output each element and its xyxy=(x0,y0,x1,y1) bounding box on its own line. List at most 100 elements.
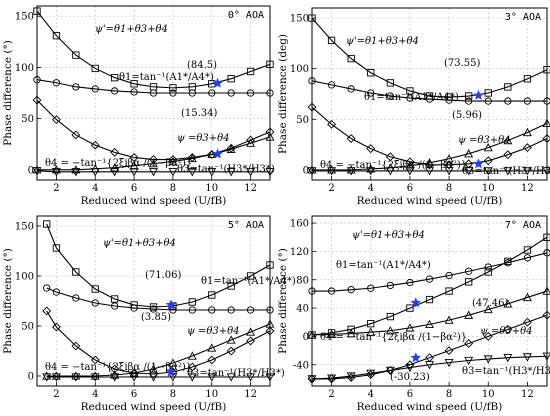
y-tick-label: 80 xyxy=(296,275,309,286)
y-tick-label: 50 xyxy=(21,114,34,125)
data-point-diamond xyxy=(483,331,493,341)
data-point-circle xyxy=(465,97,473,105)
series-diamond xyxy=(32,95,275,164)
data-point-circle xyxy=(111,87,119,95)
data-point-square xyxy=(484,89,492,97)
data-point-diamond xyxy=(110,364,120,374)
data-point-triangle-down xyxy=(464,356,474,366)
data-point-diamond xyxy=(265,326,275,336)
data-point-triangle-down xyxy=(265,168,275,177)
data-point-triangle-down xyxy=(71,168,81,177)
data-point-triangle-down xyxy=(327,374,337,383)
data-point-triangle-up xyxy=(346,165,356,174)
data-point-circle xyxy=(523,254,532,262)
data-point-triangle-up xyxy=(51,165,61,174)
data-point-triangle-up xyxy=(483,304,493,314)
data-point-diamond xyxy=(346,134,356,143)
series-line xyxy=(36,99,271,161)
data-point-square xyxy=(543,66,550,74)
data-point-triangle-down xyxy=(90,373,100,382)
series-circle xyxy=(308,249,550,295)
annotation-theta3: θ3=tan⁻¹(H3*/H3*) xyxy=(462,166,550,177)
data-point-triangle-up xyxy=(464,310,474,319)
data-point-circle xyxy=(188,306,196,314)
data-point-triangle-down xyxy=(307,375,317,384)
highlight-star-marker xyxy=(410,352,422,363)
annotation-psi: ψ =θ3+θ4 xyxy=(458,135,511,146)
data-point-circle xyxy=(327,81,336,89)
data-point-circle xyxy=(347,85,355,93)
data-point-triangle-down xyxy=(246,373,256,382)
data-point-circle xyxy=(111,302,119,310)
data-point-square xyxy=(111,295,119,303)
data-point-triangle-up xyxy=(327,165,337,174)
data-point-circle xyxy=(266,306,274,314)
data-point-circle xyxy=(445,271,453,280)
data-point-triangle-down xyxy=(226,168,236,177)
data-point-circle xyxy=(308,77,316,85)
x-tick-label: 12 xyxy=(244,389,257,400)
data-point-triangle-down xyxy=(385,167,395,176)
data-point-triangle-up xyxy=(187,153,197,163)
plot-frame xyxy=(311,215,548,387)
data-point-triangle-up xyxy=(522,292,532,302)
highlight-star-marker xyxy=(212,77,223,88)
data-point-circle xyxy=(227,89,235,97)
data-point-triangle-up xyxy=(168,156,178,166)
data-point-circle xyxy=(227,306,235,314)
data-point-triangle-down xyxy=(522,167,532,176)
data-point-triangle-down xyxy=(265,373,275,382)
data-point-circle xyxy=(347,286,355,294)
data-point-circle xyxy=(72,294,80,302)
data-point-triangle-up xyxy=(246,327,256,336)
x-tick-label: 10 xyxy=(482,389,495,400)
data-point-diamond xyxy=(42,306,52,316)
data-point-circle xyxy=(308,287,316,295)
series-line xyxy=(46,323,271,377)
data-point-circle xyxy=(386,281,394,290)
data-point-diamond xyxy=(327,119,337,129)
x-tick-label: 4 xyxy=(368,389,374,400)
data-point-triangle-down xyxy=(149,168,158,177)
data-point-triangle-up xyxy=(425,319,434,329)
y-tick-label: 0 xyxy=(28,372,34,383)
data-point-triangle-up xyxy=(307,330,317,339)
data-point-circle xyxy=(149,89,158,97)
x-tick-label: 10 xyxy=(205,183,218,194)
data-point-triangle-up xyxy=(90,371,100,380)
annotation-theta3: θ3=tan⁻¹(H3*/H3*) xyxy=(177,164,275,175)
data-point-square xyxy=(406,87,414,95)
data-point-diamond xyxy=(149,369,158,379)
data-point-triangle-up xyxy=(168,358,178,367)
series-triangle-up xyxy=(307,286,550,339)
data-point-triangle-up xyxy=(444,315,454,324)
data-point-circle xyxy=(543,249,550,257)
data-point-square xyxy=(188,298,196,306)
data-point-square xyxy=(543,233,550,241)
annotation-theta4: θ4 = −tan⁻¹{2ξ̄iβα /(1−βα²)} xyxy=(45,362,192,373)
data-point-square xyxy=(406,304,414,312)
data-point-triangle-up xyxy=(110,370,120,379)
data-point-triangle-down xyxy=(110,373,120,382)
highlight-star-marker xyxy=(212,148,223,159)
data-point-circle xyxy=(425,275,434,283)
data-point-circle xyxy=(43,284,51,292)
data-point-triangle-down xyxy=(187,168,197,177)
data-point-square xyxy=(386,79,394,87)
highlight-star-marker xyxy=(473,158,484,169)
data-point-square xyxy=(367,320,375,328)
data-point-square xyxy=(523,246,532,254)
data-point-circle xyxy=(386,92,394,100)
data-point-square xyxy=(347,325,355,333)
data-point-circle xyxy=(52,288,61,296)
annotation-psi: ψ =θ3+θ4 xyxy=(187,326,240,337)
data-point-circle xyxy=(130,304,138,312)
data-point-circle xyxy=(188,89,196,97)
data-point-triangle-up xyxy=(522,127,532,137)
data-point-triangle-down xyxy=(149,373,158,382)
data-point-diamond xyxy=(187,362,197,372)
x-tick-label: 8 xyxy=(170,389,176,400)
data-point-diamond xyxy=(522,143,532,153)
data-point-square xyxy=(484,268,492,276)
